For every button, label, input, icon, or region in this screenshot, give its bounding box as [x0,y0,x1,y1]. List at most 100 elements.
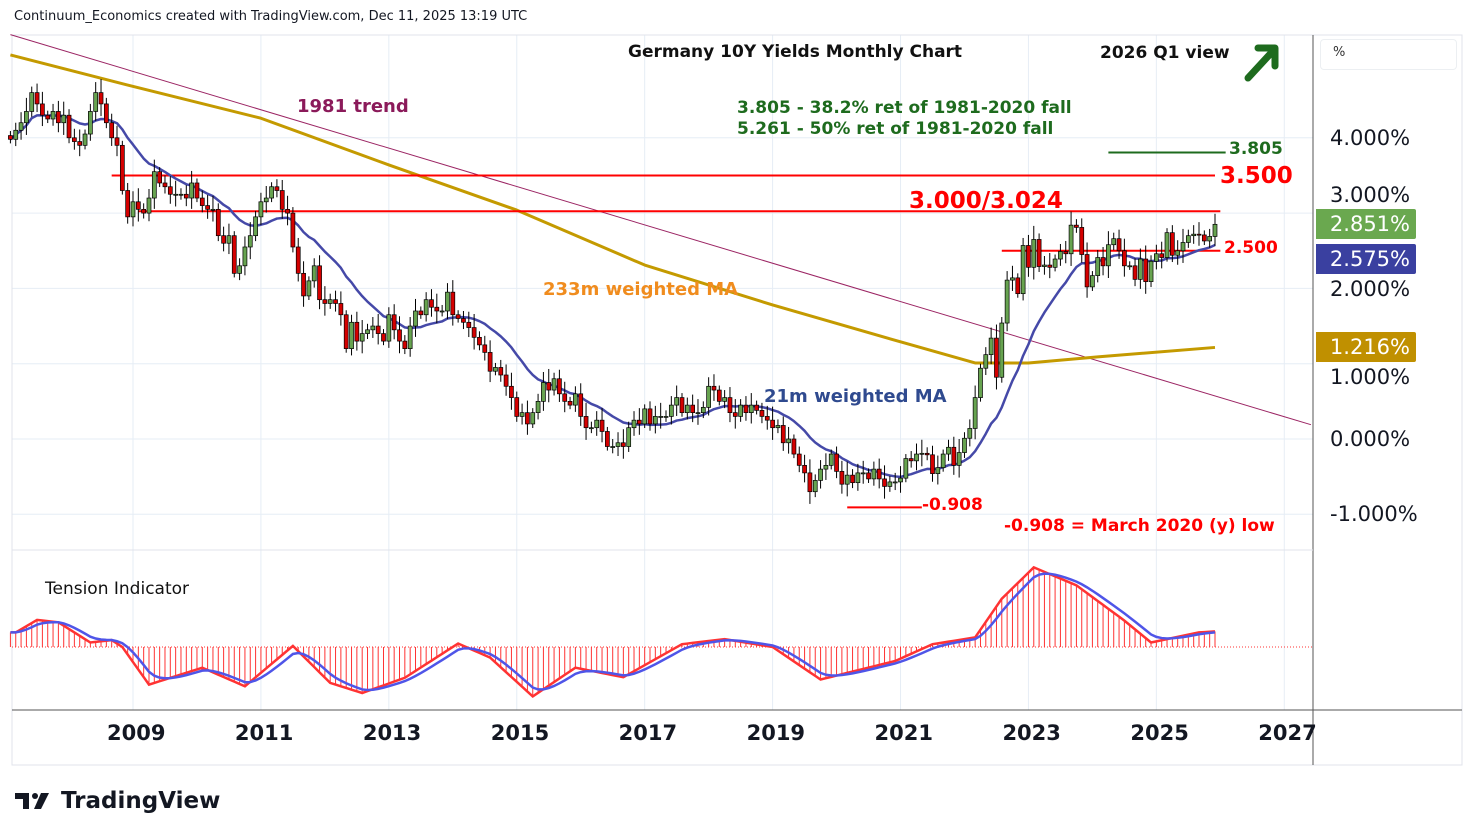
candle-body [1212,223,1218,237]
candle-body [855,472,861,484]
candle [999,317,1005,383]
candle-body [764,416,770,421]
candle-body [8,135,13,140]
candle [679,393,685,417]
candle-body [567,401,573,406]
candle-body [114,137,120,146]
candle-body [674,397,680,406]
candle [285,195,290,226]
candle [972,385,978,440]
candle-body [1058,251,1063,260]
candle [551,372,557,396]
candle-body [940,453,946,468]
candle [1127,261,1133,270]
candle-body [589,427,594,430]
candle-body [1122,250,1127,267]
unit-label: % [1333,45,1346,60]
candle [1185,229,1191,248]
candle-body [791,438,797,455]
candle [716,385,722,406]
candle [898,466,903,493]
candle-body [130,201,136,218]
candle [882,465,887,499]
candle-body [786,438,791,444]
candle-body [919,452,925,455]
x-tick: 2017 [618,721,678,745]
candle [839,460,845,494]
candle-body [541,382,546,402]
candle [1180,228,1186,263]
candle [599,408,605,443]
tradingview-logo[interactable]: TradingView [15,788,220,814]
candle [573,386,578,412]
candle-body [967,428,973,439]
candle [34,83,40,113]
candle [93,82,99,121]
candle-body [823,465,829,470]
candle [487,340,493,383]
ma21-label: 21m weighted MA [764,386,947,407]
candle [1175,240,1181,265]
candle [98,79,104,117]
candle-body [407,325,413,349]
candle-body [205,205,210,210]
candle [151,159,157,209]
candle [887,475,893,492]
candle [1106,231,1111,279]
candle-body [1015,277,1021,295]
candle-body [759,410,765,417]
candle [732,399,738,429]
x-tick: 2021 [874,721,933,745]
candle [1148,255,1154,288]
candle [967,419,973,447]
candle [162,175,168,194]
candle-body [727,397,733,413]
candle-body [871,468,877,480]
candle [866,468,871,483]
candle-body [514,397,520,417]
candle [812,474,818,498]
candle-body [1026,245,1031,268]
candle [690,394,696,423]
candle-body [274,186,280,191]
candle [674,385,680,416]
candle [876,458,882,489]
candle-body [1106,244,1111,267]
candle [359,320,365,354]
candle-body [311,265,317,282]
candle-body [812,480,818,493]
candle [237,258,242,281]
candle-body [322,299,328,304]
candle [631,411,637,436]
candle [652,405,658,434]
candle [924,447,930,461]
candle-body [780,425,786,444]
candle [370,317,376,338]
candle [658,402,664,429]
candle [1095,249,1101,283]
ma21-line [9,113,1216,479]
candle-body [978,367,983,398]
candle-body [738,404,743,417]
candle-body [882,478,887,487]
candle [647,401,653,431]
candle [477,331,482,351]
x-tick: 2011 [234,721,294,745]
candle [615,432,621,457]
candle-body [908,458,914,462]
candle-body [493,367,498,372]
candle [1010,265,1015,291]
candle [461,310,466,330]
unit-selector[interactable]: % [1320,39,1457,70]
candle-body [1159,253,1165,258]
candle-body [391,314,397,331]
candle-body [471,327,477,338]
candle-body [151,171,157,199]
candle [636,408,642,435]
candle-body [77,141,83,146]
candle [706,377,711,416]
candle [626,421,632,452]
candle-body [621,442,626,447]
candle-body [642,408,648,425]
